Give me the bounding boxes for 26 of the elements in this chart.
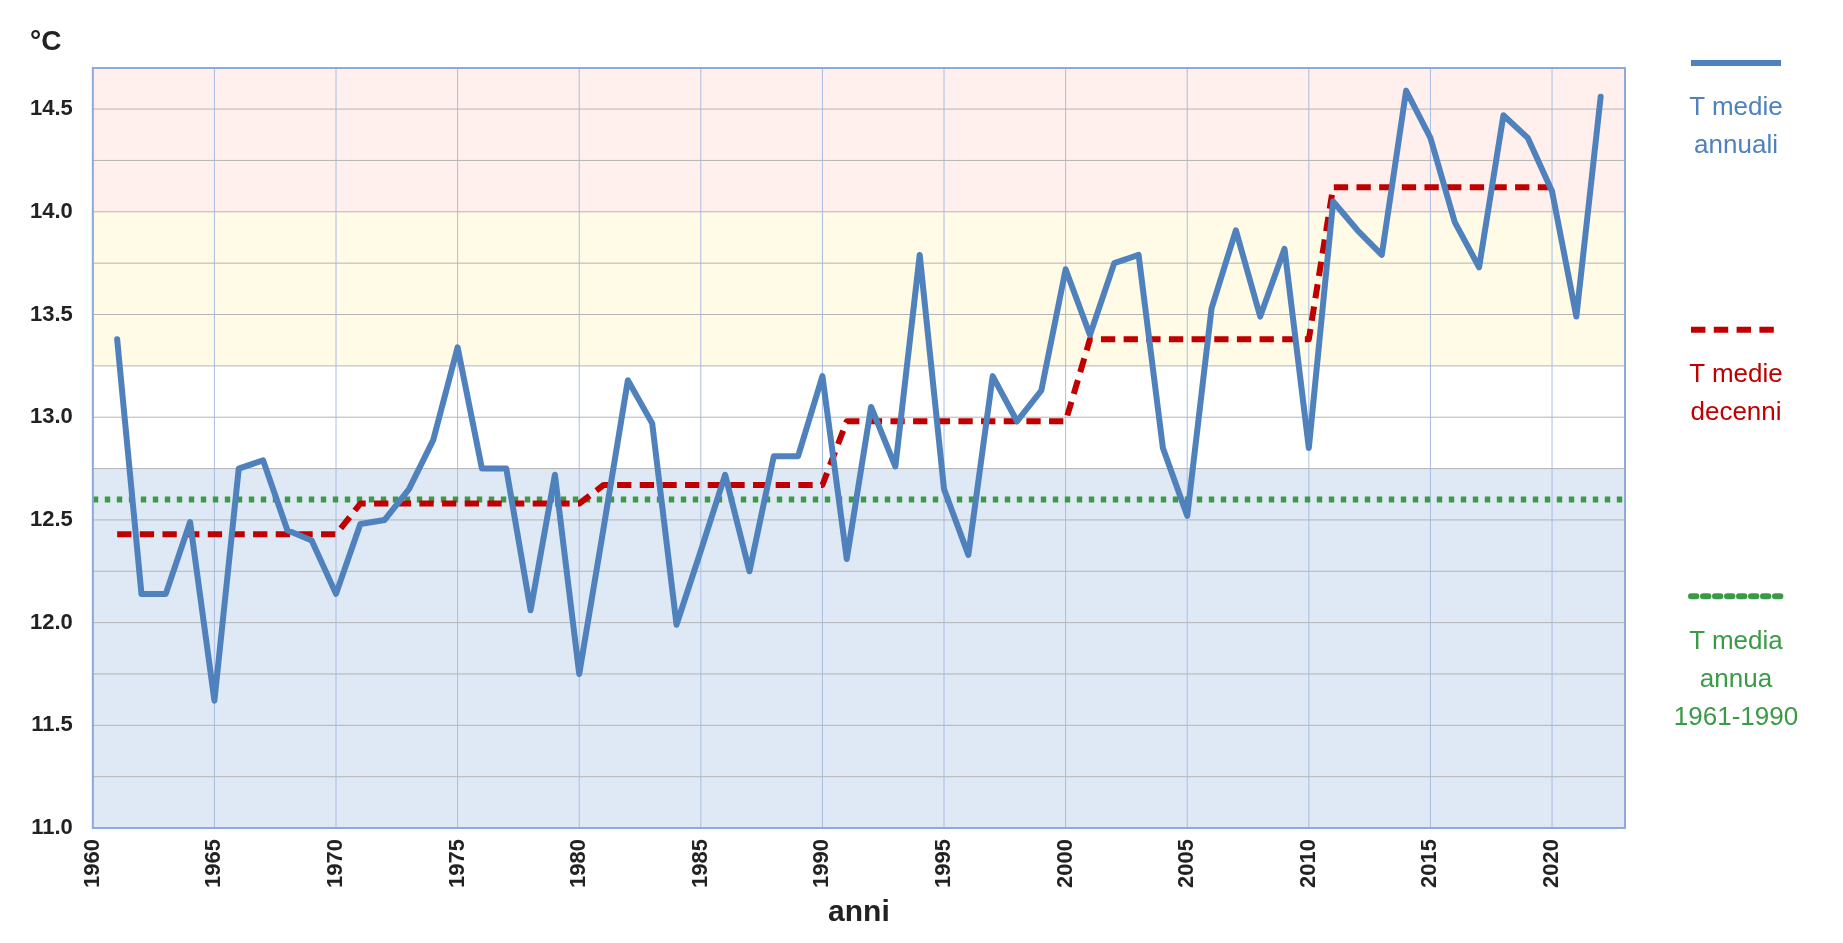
x-axis-title: anni	[828, 894, 890, 928]
x-tick-label: 1965	[200, 839, 226, 889]
x-tick-label: 1960	[78, 839, 104, 889]
x-tick-label: 2010	[1294, 839, 1320, 889]
x-tick-label: 2020	[1538, 839, 1564, 889]
x-tick-label: 2005	[1173, 839, 1199, 889]
x-tick-label: 1975	[443, 839, 469, 889]
legend-label: T media annua 1961-1990	[1673, 624, 1799, 731]
x-tick-label: 1990	[808, 839, 834, 889]
y-tick-label: 13.0	[29, 403, 73, 429]
x-tick-label: 2000	[1051, 839, 1077, 889]
y-tick-label: 12.5	[29, 505, 73, 531]
y-tick-label: 12.0	[29, 608, 73, 634]
y-tick-label: 11.5	[31, 711, 73, 737]
y-tick-label: 13.5	[29, 300, 73, 326]
y-tick-label: 14.5	[29, 95, 73, 121]
y-tick-label: 14.0	[29, 197, 73, 223]
y-axis-title: °C	[30, 24, 62, 56]
x-tick-label: 1995	[930, 839, 956, 889]
text: 11.0	[31, 814, 73, 840]
x-tick-label: 2015	[1416, 839, 1442, 889]
legend-label: T medie annuali	[1689, 91, 1783, 160]
x-tick-label: 1970	[322, 839, 348, 889]
x-tick-label: 1980	[565, 839, 591, 889]
legend-label: T medie decenni	[1689, 357, 1783, 426]
x-tick-label: 1985	[686, 839, 712, 889]
